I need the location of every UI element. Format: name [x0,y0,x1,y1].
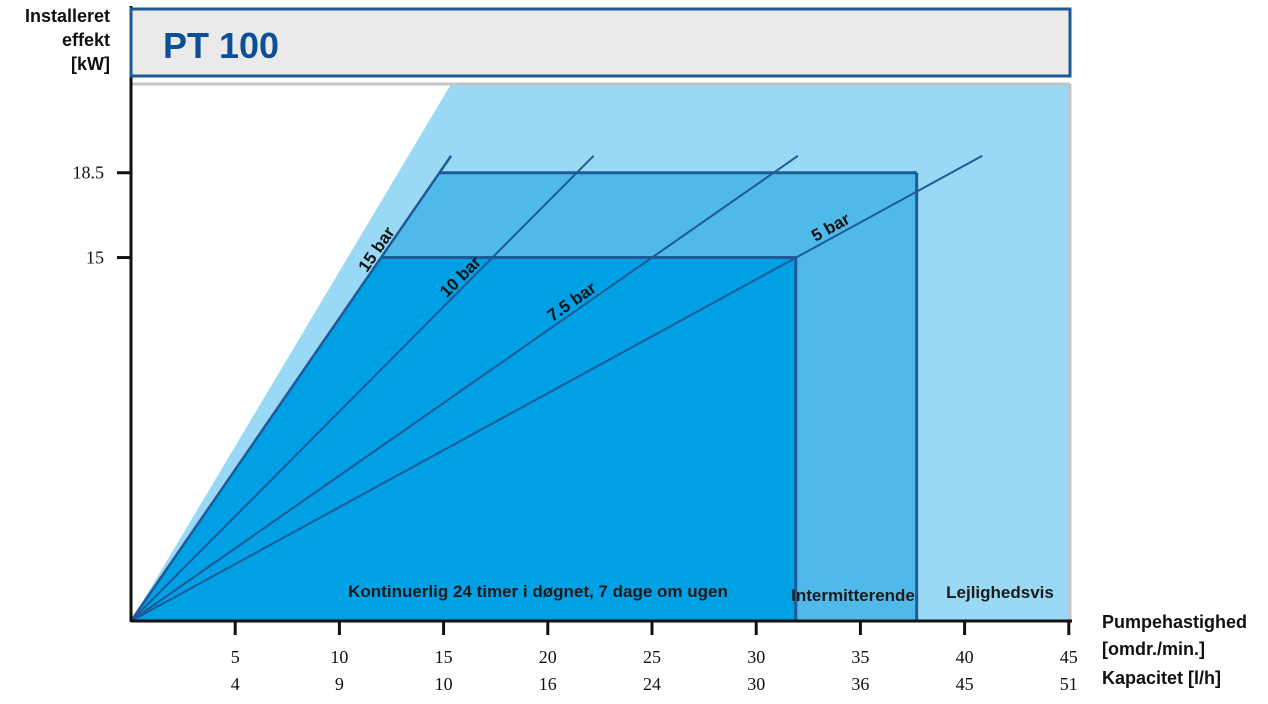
operating-zones [131,84,1070,621]
zone-label: Kontinuerlig 24 timer i døgnet, 7 dage o… [348,582,728,601]
x-tick-label-capacity: 16 [539,674,557,694]
y-tick-label: 18.5 [73,163,105,183]
pressure-lines [129,154,983,622]
x-tick-label-speed: 20 [539,647,557,667]
x-axis-title-speed: Pumpehastighed [1102,612,1247,632]
y-tick-label: 15 [86,248,104,268]
x-tick-label-speed: 40 [956,647,974,667]
pressure-line [129,155,453,622]
x-tick-label-capacity: 4 [231,674,240,694]
x-tick-label-speed: 10 [330,647,348,667]
x-tick-label-speed: 5 [231,647,240,667]
x-axis-title-capacity: Kapacitet [l/h] [1102,668,1221,688]
y-axis-title: Installeret [25,6,110,26]
zone-label: Intermitterende [791,586,915,605]
x-axis-title-speed: [omdr./min.] [1102,639,1205,659]
chart-title: PT 100 [163,25,279,66]
x-tick-label-capacity: 10 [435,674,453,694]
pressure-line [130,155,595,622]
title-box [129,7,1072,78]
x-tick-label-capacity: 24 [643,674,661,694]
pressure-line [130,154,799,622]
x-tick-label-capacity: 30 [747,674,765,694]
x-tick-label-speed: 45 [1060,647,1078,667]
x-tick-label-capacity: 36 [851,674,869,694]
x-tick-label-speed: 15 [435,647,453,667]
x-tick-label-speed: 30 [747,647,765,667]
x-tick-label-capacity: 9 [335,674,344,694]
axes [117,6,1072,635]
y-axis-title: [kW] [71,54,110,74]
x-tick-label-capacity: 45 [956,674,974,694]
y-axis-title: effekt [62,30,110,50]
pressure-line [130,154,983,622]
x-tick-label-speed: 25 [643,647,661,667]
zone-dividers [381,171,919,621]
x-tick-label-speed: 35 [851,647,869,667]
x-tick-label-capacity: 51 [1060,674,1078,694]
zone-label: Lejlighedsvis [946,583,1054,602]
